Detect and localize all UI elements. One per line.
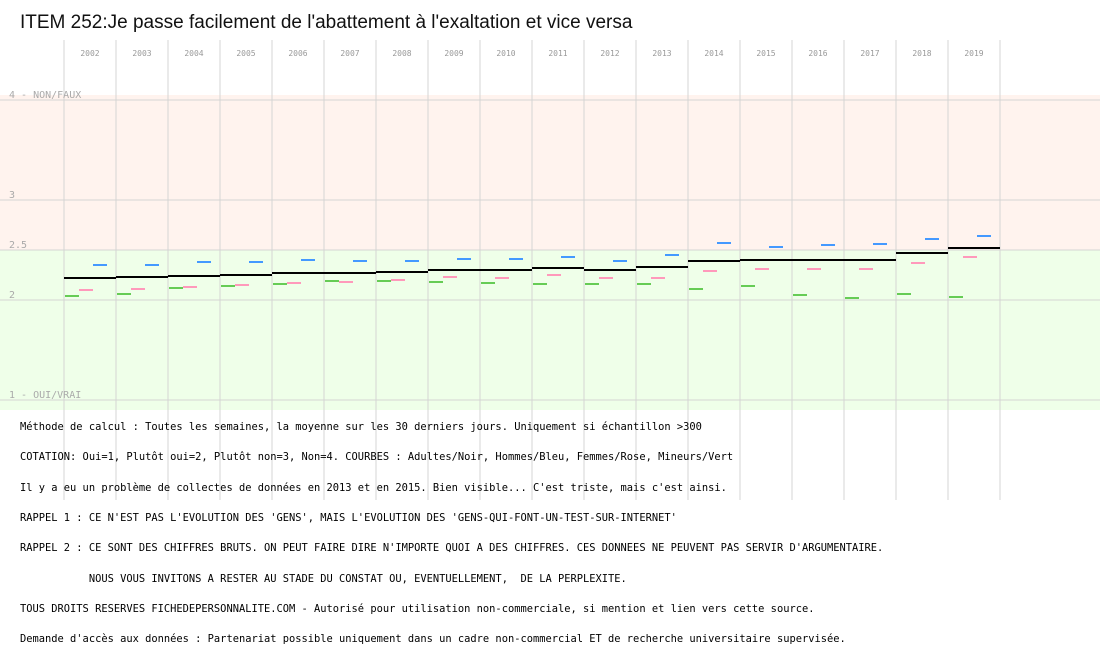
- background-band: [0, 95, 1100, 250]
- x-tick-label: 2010: [496, 49, 515, 58]
- note-line: RAPPEL 2 : CE SONT DES CHIFFRES BRUTS. O…: [20, 542, 884, 555]
- chart: 4 - NON/FAUX 3 2.5 2 1 - OUI/VRAI 2002 2003 200…: [0, 40, 1100, 500]
- note-line: Il y a eu un problème de collectes de do…: [20, 481, 727, 494]
- note-line: COTATION: Oui=1, Plutôt oui=2, Plutôt no…: [20, 451, 734, 464]
- note-line: Demande d'accès aux données : Partenaria…: [20, 633, 846, 646]
- x-tick-label: 2008: [392, 49, 411, 58]
- x-tick-label: 2006: [288, 49, 307, 58]
- x-tick-label: 2014: [704, 49, 723, 58]
- x-tick-label: 2012: [600, 49, 619, 58]
- note-line: NOUS VOUS INVITONS A RESTER AU STADE DU …: [20, 572, 627, 585]
- x-tick-label: 2004: [184, 49, 203, 58]
- x-tick-label: 2018: [912, 49, 931, 58]
- y-tick-label: 4 - NON/FAUX: [9, 90, 81, 101]
- y-tick-label: 3: [9, 190, 15, 201]
- x-tick-label: 2011: [548, 49, 567, 58]
- y-tick-label: 2.5: [9, 240, 27, 251]
- y-tick-label: 1 - OUI/VRAI: [9, 390, 81, 401]
- note-line: TOUS DROITS RESERVES FICHEDEPERSONNALITE…: [20, 602, 815, 615]
- notes-block: Méthode de calcul : Toutes les semaines,…: [20, 402, 883, 654]
- x-tick-label: 2003: [132, 49, 151, 58]
- x-tick-label: 2013: [652, 49, 671, 58]
- x-tick-label: 2007: [340, 49, 359, 58]
- x-tick-label: 2017: [860, 49, 879, 58]
- note-line: RAPPEL 1 : CE N'EST PAS L'EVOLUTION DES …: [20, 512, 677, 525]
- chart-title: ITEM 252:Je passe facilement de l'abatte…: [20, 12, 633, 33]
- x-tick-label: 2015: [756, 49, 775, 58]
- y-tick-label: 2: [9, 290, 15, 301]
- x-tick-label: 2009: [444, 49, 463, 58]
- x-tick-label: 2002: [80, 49, 99, 58]
- x-tick-label: 2019: [964, 49, 983, 58]
- note-line: Méthode de calcul : Toutes les semaines,…: [20, 421, 702, 434]
- x-tick-label: 2005: [236, 49, 255, 58]
- x-tick-label: 2016: [808, 49, 827, 58]
